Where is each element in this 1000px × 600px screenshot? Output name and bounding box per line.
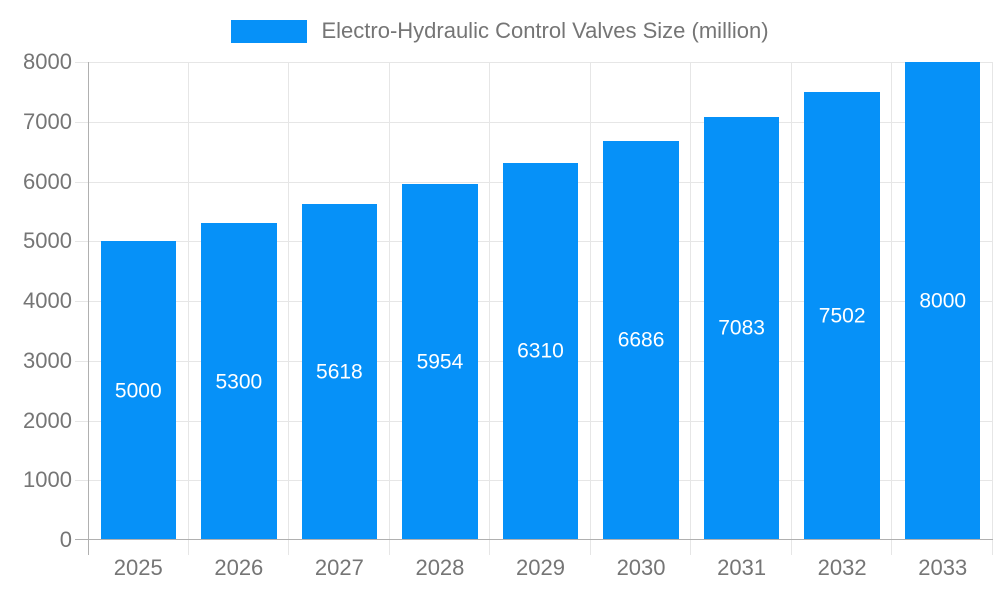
v-gridline-8 <box>891 62 893 555</box>
bar-value-label-2029: 6310 <box>517 339 564 363</box>
bar-2026[interactable]: 5300 <box>201 223 277 540</box>
x-tick-label-2025: 2025 <box>113 555 163 580</box>
v-gridline-1 <box>187 62 189 555</box>
y-tick-label-7000: 7000 <box>23 108 72 134</box>
h-gridline-8000 <box>75 62 993 63</box>
x-tick-label-2027: 2027 <box>314 555 364 580</box>
x-tick-label-2028: 2028 <box>415 555 465 580</box>
y-axis: 0 1000 2000 3000 4000 5000 6000 7000 8000 <box>0 51 72 551</box>
bar-2030[interactable]: 6686 <box>603 140 679 540</box>
legend-item[interactable]: Electro-Hydraulic Control Valves Size (m… <box>0 18 1000 44</box>
bar-value-label-2033: 8000 <box>919 289 967 313</box>
bar-value-label-2026: 5300 <box>215 370 263 394</box>
x-tick-label-2033: 2033 <box>918 555 968 580</box>
x-tick-label-2030: 2030 <box>616 555 666 580</box>
y-tick-label-5000: 5000 <box>23 228 72 254</box>
y-tick-label-6000: 6000 <box>23 168 72 194</box>
y-tick-label-3000: 3000 <box>23 347 72 373</box>
v-gridline-7 <box>790 62 792 555</box>
bar-value-label-2027: 5618 <box>316 360 363 384</box>
x-tick-label-2029: 2029 <box>516 555 565 580</box>
bar-value-label-2032: 7502 <box>818 304 866 328</box>
x-tick-label-2031: 2031 <box>717 555 767 580</box>
x-tick-label-2032: 2032 <box>817 555 867 580</box>
h-gridline-7000 <box>75 121 993 123</box>
bar-2028[interactable]: 5954 <box>402 184 478 540</box>
y-tick-label-2000: 2000 <box>23 407 72 433</box>
v-gridline-6 <box>690 62 692 555</box>
bar-2027[interactable]: 5618 <box>301 204 378 540</box>
bar-value-label-2025: 5000 <box>114 379 162 403</box>
bar-2032[interactable]: 7502 <box>804 91 880 540</box>
v-gridline-5 <box>589 62 591 555</box>
x-tick-label-2026: 2026 <box>214 555 264 580</box>
v-gridline-3 <box>388 62 390 555</box>
bar-2031[interactable]: 7083 <box>703 116 780 540</box>
legend-label: Electro-Hydraulic Control Valves Size (m… <box>321 18 769 43</box>
bar-value-label-2030: 6686 <box>617 328 665 352</box>
y-tick-label-0: 0 <box>59 527 72 552</box>
bar-value-label-2028: 5954 <box>416 350 464 374</box>
v-gridline-9 <box>992 62 993 555</box>
y-axis-line <box>88 62 89 555</box>
v-gridline-2 <box>288 62 290 555</box>
y-tick-label-8000: 8000 <box>23 49 72 74</box>
bar-2025[interactable]: 5000 <box>100 241 176 540</box>
v-gridline-4 <box>489 62 491 555</box>
y-tick-label-4000: 4000 <box>23 288 72 313</box>
plot-area: 5000 2025 5300 2026 5618 2027 5954 2028 6310 2029… <box>75 62 993 579</box>
x-axis-line <box>75 539 993 540</box>
bar-2029[interactable]: 6310 <box>502 162 579 540</box>
bar-2033[interactable]: 8000 <box>905 62 981 540</box>
bar-value-label-2031: 7083 <box>718 316 765 340</box>
y-tick-label-1000: 1000 <box>23 467 72 493</box>
legend-swatch <box>231 19 308 43</box>
